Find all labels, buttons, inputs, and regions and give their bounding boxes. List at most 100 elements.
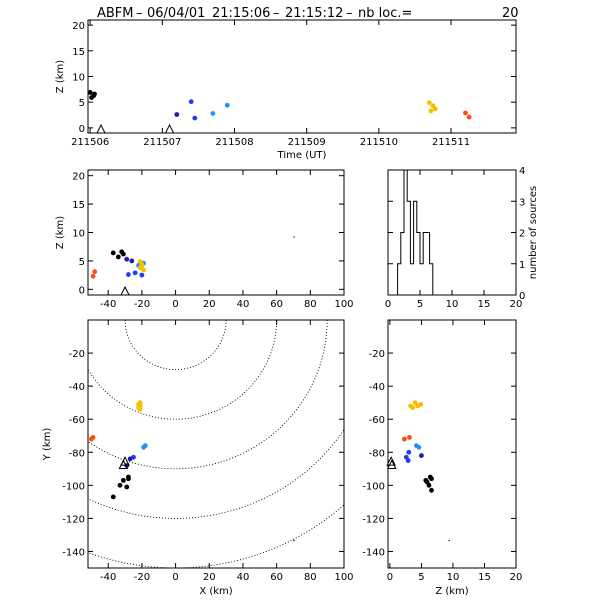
x-tick-label: 211506 [71,137,109,148]
x-tick-label: 100 [334,572,353,583]
x-axis-label: X (km) [199,586,232,597]
y-tick-label: 10 [72,229,85,240]
y-tick-label: 4 [519,166,525,177]
panel-plan-view: -40 -20 0 20 40 60 80 100 -140 -120 -100 -80 -60 -40 -… [42,319,354,597]
data-point [174,112,180,117]
title-sep-3: – [346,6,353,21]
data-point [90,434,96,440]
x-tick-label: 15 [478,572,491,583]
x-tick-label: 211508 [215,137,253,148]
data-point [92,91,97,97]
data-point [120,477,126,483]
y-tick-label: 1 [519,260,525,271]
altitude-y-frame [387,319,517,569]
data-point [407,434,412,440]
x-tick-label: 15 [478,299,491,310]
data-point [412,400,418,406]
x-tick-label: -20 [134,299,150,310]
time-altitude-frame [87,19,517,134]
data-point [401,436,407,442]
data-point [132,270,138,276]
panel-altitude-y: 0 5 10 15 20 -140 -120 -100 -80 -60 -40 -20 Z (km) [362,319,523,597]
x-tick-label: 40 [237,572,250,583]
x-tick-label: 80 [304,572,317,583]
x-tick-label: 60 [270,572,283,583]
x-tick-label: 0 [172,299,178,310]
y-tick-label: 15 [72,47,85,58]
x-tick-label: 10 [447,572,460,583]
data-point [110,250,116,256]
data-point [139,264,145,269]
data-point [424,479,430,485]
data-point [429,487,434,493]
x-tick-label: 211507 [143,137,181,148]
data-point [141,444,146,450]
x-altitude-frame [87,169,345,296]
title-end-time: 21:15:12 [285,6,343,21]
data-point [136,401,141,407]
y-axis-label: Z (km) [55,60,66,93]
y-tick-label: -60 [69,415,85,426]
y-tick-label: -120 [362,514,385,525]
data-point [110,494,116,500]
data-point [188,99,194,105]
station-marker [386,456,396,466]
panel-time-altitude: 211506 211507 211508 211509 211510 211511 0 5 10… [55,19,517,161]
y-tick-label: 20 [72,21,85,32]
station-marker [164,123,175,134]
y-tick-label: -100 [362,481,385,492]
x-tick-label: 0 [387,572,393,583]
data-point [293,236,295,238]
y-tick-label: 15 [72,200,85,211]
station-marker [386,459,397,469]
data-point [406,449,412,455]
title-date: 06/04/01 [147,6,205,21]
y-tick-label: 5 [79,257,85,268]
title-nbloc-label: nb loc.= [358,6,412,21]
data-point [126,476,131,482]
x-tick-label: 10 [446,299,459,310]
station-marker [96,123,106,134]
data-point [293,539,295,542]
x-tick-label: -40 [100,572,116,583]
x-tick-label: 20 [203,299,216,310]
data-point [127,456,133,462]
range-rings [88,320,344,568]
title-sep-2: – [273,6,280,21]
y-tick-label: -40 [369,382,385,393]
x-tick-label: -40 [100,299,116,310]
data-point [418,401,424,407]
y-tick-label: -20 [69,349,85,360]
y-tick-label: 0 [79,124,85,135]
x-tick-label: 40 [237,299,250,310]
x-tick-label: 20 [510,299,523,310]
range-ring [342,566,344,568]
data-point [463,110,468,116]
y-axis-label: number of sources [528,186,539,279]
data-point [428,108,434,114]
data-point [429,476,434,482]
x-tick-label: 0 [385,299,391,310]
data-point [192,115,198,121]
x-tick-label: 20 [510,572,523,583]
data-point [87,90,93,95]
data-point [90,273,96,279]
y-tick-label: 10 [72,73,85,84]
x-tick-label: 100 [334,299,353,310]
x-tick-label: 211510 [360,137,398,148]
data-point [129,258,135,264]
y-tick-label: 0 [519,291,525,302]
y-tick-label: 2 [519,229,525,240]
x-tick-label: 80 [304,299,317,310]
x-tick-label: -20 [134,572,150,583]
data-point [466,114,472,120]
y-tick-label: -40 [69,382,85,393]
figure-title: ABFM – 06/04/01 21:15:06 – 21:15:12 – nb… [97,6,519,21]
y-tick-label: -20 [369,349,385,360]
title-start-time: 21:15:06 [212,6,270,21]
y-tick-label: -60 [369,415,385,426]
data-point [432,106,438,112]
y-tick-label: 0 [79,285,85,296]
title-station: ABFM [97,6,134,21]
